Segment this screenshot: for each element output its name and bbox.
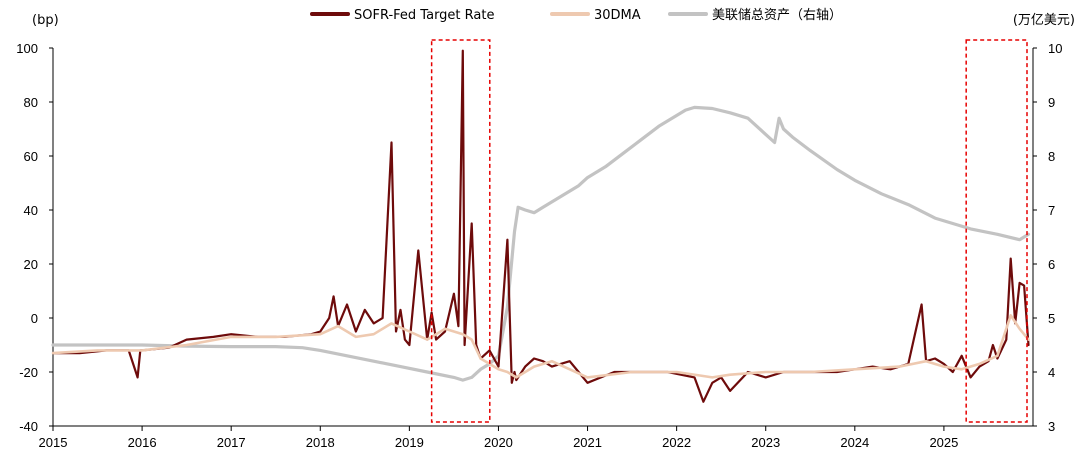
y-tick-left-label: 0 (31, 311, 38, 326)
highlight-box-0 (430, 39, 491, 423)
y-tick-left-label: 100 (16, 41, 38, 56)
annotation-layer (430, 39, 1028, 423)
x-tick-label: 2021 (573, 435, 602, 450)
y-tick-left-label: -40 (19, 419, 38, 434)
y-tick-right-label: 3 (1048, 419, 1055, 434)
legend: SOFR-Fed Target Rate 30DMA 美联储总资产（右轴） (310, 8, 842, 23)
x-tick-label: 2016 (128, 435, 157, 450)
y-tick-left-label: 60 (24, 149, 38, 164)
legend-label-1: 30DMA (594, 8, 641, 23)
y-axis-left-unit: (bp) (32, 13, 59, 28)
legend-label-0: SOFR-Fed Target Rate (354, 8, 494, 23)
series-line-2 (51, 105, 1031, 382)
y-tick-right-label: 5 (1048, 311, 1055, 326)
series-line-0 (51, 49, 1030, 403)
legend-label-2: 美联储总资产（右轴） (712, 8, 842, 23)
y-tick-left-label: 20 (24, 257, 38, 272)
y-tick-right-label: 8 (1048, 149, 1055, 164)
highlight-box-1 (965, 39, 1028, 423)
y-tick-left-label: -20 (19, 365, 38, 380)
series-line-1 (51, 313, 1030, 379)
x-tick-label: 2024 (840, 435, 869, 450)
x-tick-label: 2025 (929, 435, 958, 450)
x-tick-label: 2018 (306, 435, 335, 450)
y-axis-right-unit: (万亿美元) (1013, 13, 1075, 28)
series-layer (51, 49, 1031, 403)
y-tick-left-label: 40 (24, 203, 38, 218)
y-tick-left-label: 80 (24, 95, 38, 110)
axes: -40 -20 0 20 40 60 80 100 3 4 5 6 7 8 9 10 2015 2016 2017 2… (16, 13, 1075, 450)
x-tick-label: 2020 (484, 435, 513, 450)
x-tick-label: 2022 (662, 435, 691, 450)
y-tick-right-label: 9 (1048, 95, 1055, 110)
y-tick-right-label: 7 (1048, 203, 1055, 218)
x-tick-label: 2023 (751, 435, 780, 450)
y-tick-right-label: 6 (1048, 257, 1055, 272)
y-tick-right-label: 10 (1048, 41, 1062, 56)
y-tick-right-label: 4 (1048, 365, 1055, 380)
x-tick-label: 2019 (395, 435, 424, 450)
x-tick-label: 2017 (217, 435, 246, 450)
x-tick-label: 2015 (39, 435, 68, 450)
